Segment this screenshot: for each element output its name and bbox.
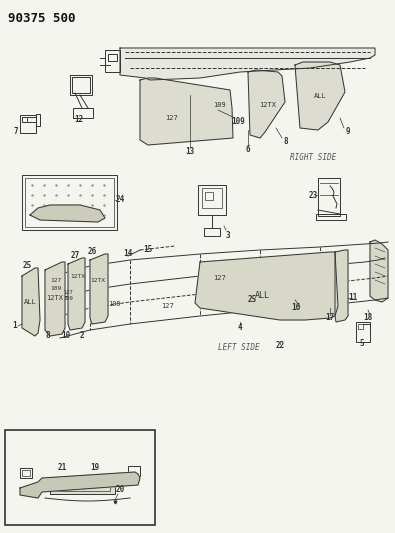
Text: 109: 109 — [63, 295, 73, 301]
Text: 8: 8 — [46, 332, 50, 341]
Bar — [105, 50, 120, 72]
Bar — [22, 117, 27, 122]
Text: 24: 24 — [115, 196, 125, 205]
Text: 12TX: 12TX — [70, 273, 85, 279]
Bar — [25, 178, 114, 227]
Polygon shape — [30, 205, 105, 222]
Text: ALL: ALL — [314, 93, 326, 99]
Text: 15: 15 — [143, 246, 152, 254]
Text: 127: 127 — [166, 115, 179, 121]
Bar — [20, 468, 32, 478]
Bar — [108, 54, 117, 61]
Polygon shape — [45, 262, 65, 336]
Text: 12TX: 12TX — [90, 278, 105, 282]
Text: 127: 127 — [214, 275, 226, 281]
Text: 21: 21 — [57, 464, 67, 472]
Text: 3: 3 — [226, 230, 230, 239]
Bar — [55, 483, 110, 491]
Polygon shape — [120, 48, 375, 80]
Bar — [318, 178, 340, 216]
Bar — [358, 324, 363, 329]
Text: 90375 500: 90375 500 — [8, 12, 75, 25]
Bar — [205, 192, 213, 200]
Text: 17: 17 — [325, 313, 335, 322]
Text: 109: 109 — [214, 102, 226, 108]
Text: 9: 9 — [346, 127, 350, 136]
Text: 25: 25 — [23, 262, 32, 271]
Bar — [198, 185, 226, 215]
Text: 6: 6 — [246, 146, 250, 155]
Polygon shape — [195, 252, 338, 320]
Text: 109: 109 — [231, 117, 245, 126]
Bar — [22, 470, 30, 476]
Text: 11: 11 — [348, 294, 357, 303]
Text: 22: 22 — [275, 342, 285, 351]
Bar — [73, 108, 93, 118]
Text: 26: 26 — [87, 247, 97, 256]
Text: 25: 25 — [247, 295, 257, 304]
Text: 2: 2 — [80, 332, 84, 341]
Bar — [72, 77, 90, 93]
Text: ALL: ALL — [254, 292, 269, 301]
Text: 16: 16 — [292, 303, 301, 312]
Bar — [5, 430, 155, 525]
Bar — [202, 188, 222, 208]
Polygon shape — [22, 268, 40, 336]
Text: 1: 1 — [13, 321, 17, 330]
Text: 19: 19 — [90, 464, 100, 472]
Polygon shape — [90, 254, 108, 324]
Text: LEFT SIDE: LEFT SIDE — [218, 343, 260, 352]
Polygon shape — [20, 472, 140, 498]
Text: 18: 18 — [363, 313, 372, 322]
Bar — [20, 115, 36, 133]
Polygon shape — [248, 70, 285, 138]
Text: 23: 23 — [308, 190, 318, 199]
Text: 20: 20 — [115, 486, 125, 495]
Bar — [316, 214, 346, 220]
Text: 27: 27 — [70, 252, 80, 261]
Text: 12TX: 12TX — [47, 295, 64, 301]
Text: ALL: ALL — [24, 299, 36, 305]
Bar — [70, 75, 92, 95]
Text: 109: 109 — [109, 301, 121, 307]
Text: 10: 10 — [61, 332, 71, 341]
Text: 13: 13 — [185, 148, 195, 157]
Text: 5: 5 — [360, 340, 364, 349]
Text: 12: 12 — [74, 116, 84, 125]
Bar — [204, 228, 220, 236]
Text: 127: 127 — [63, 289, 73, 295]
Bar — [356, 322, 370, 342]
Text: 7: 7 — [14, 127, 18, 136]
Text: 127: 127 — [51, 278, 62, 282]
Text: 127: 127 — [162, 303, 174, 309]
Polygon shape — [140, 78, 233, 145]
Text: RIGHT SIDE: RIGHT SIDE — [290, 154, 336, 163]
Polygon shape — [370, 240, 388, 302]
Text: 14: 14 — [123, 249, 133, 259]
Text: 109: 109 — [51, 286, 62, 290]
Text: 12TX: 12TX — [260, 102, 276, 108]
Polygon shape — [68, 258, 85, 330]
Bar — [128, 466, 140, 476]
Polygon shape — [295, 62, 345, 130]
Bar — [22, 175, 117, 230]
Bar — [50, 480, 115, 494]
Text: 8: 8 — [284, 138, 288, 147]
Bar — [36, 114, 40, 126]
Text: 4: 4 — [238, 324, 242, 333]
Polygon shape — [335, 250, 348, 322]
